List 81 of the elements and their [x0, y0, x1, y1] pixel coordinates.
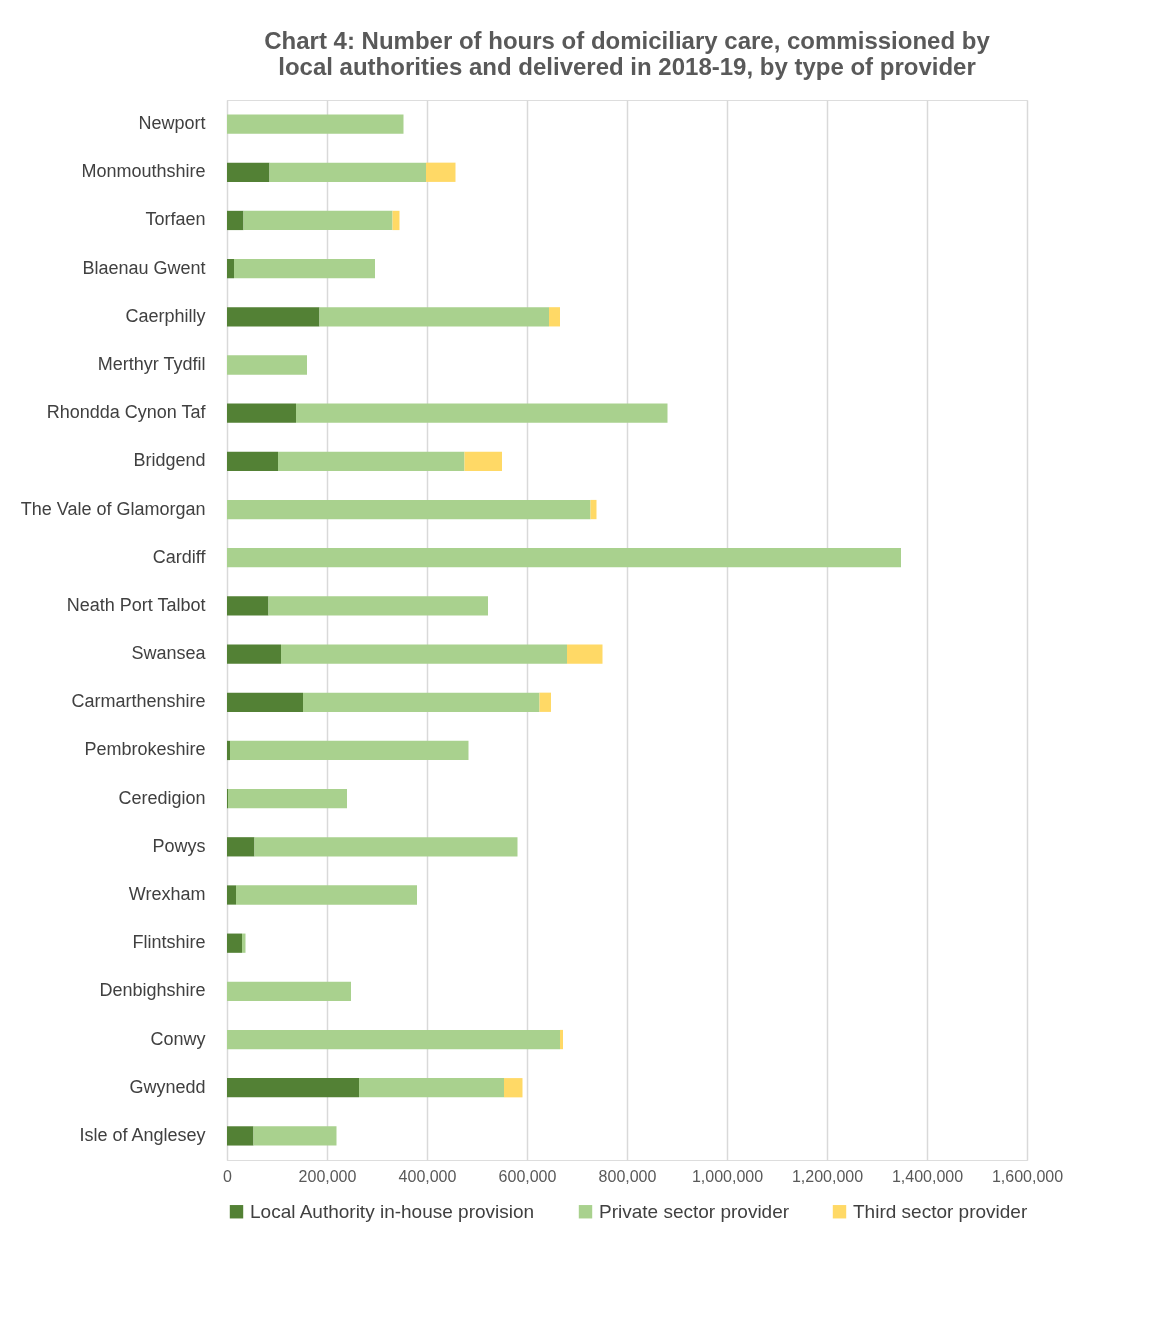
legend-label: Third sector provider: [853, 1200, 1028, 1222]
bar: [242, 933, 246, 953]
bar: [539, 692, 551, 712]
x-tick-label: 600,000: [498, 1167, 557, 1185]
bar: [504, 1078, 523, 1098]
chart-title: Chart 4: Number of hours of domiciliary care, commissioned by local authorities and delivered in 2018-19, by type of provider: [264, 27, 991, 80]
bar: [227, 644, 281, 664]
y-tick-label: Rhondda Cynon Taf: [46, 402, 207, 423]
y-tick-label: Carmarthenshire: [71, 691, 206, 712]
y-tick-label: Cardiff: [152, 546, 207, 567]
bar: [426, 162, 456, 182]
bar: [227, 403, 296, 423]
bar: [227, 114, 404, 134]
y-tick-label: Monmouthshire: [81, 161, 206, 182]
bar: [243, 210, 393, 231]
bar: [269, 162, 426, 182]
bar: [227, 692, 303, 712]
bar: [549, 307, 560, 327]
bar: [227, 259, 234, 279]
x-tick-label: 1,400,000: [891, 1167, 964, 1185]
y-tick-label: Gwynedd: [129, 1076, 206, 1097]
bar: [319, 307, 549, 327]
y-tick-label: Wrexham: [128, 884, 206, 904]
bar: [227, 162, 270, 182]
y-tick-label: Pembrokeshire: [84, 739, 206, 760]
x-tick-label: 400,000: [398, 1167, 457, 1185]
y-tick-label: Swansea: [131, 643, 207, 664]
bar: [236, 885, 417, 905]
y-tick-label: Conwy: [150, 1028, 206, 1049]
bar: [227, 451, 278, 471]
x-tick-label: 200,000: [298, 1167, 357, 1185]
x-tick-label: 800,000: [598, 1167, 657, 1185]
y-tick-label: The Vale of Glamorgan: [20, 498, 206, 519]
bar: [253, 1126, 337, 1146]
bar: [227, 307, 320, 327]
bar: [268, 596, 488, 616]
bar: [227, 933, 242, 953]
bar: [227, 1078, 359, 1098]
y-tick-label: Powys: [152, 835, 206, 856]
bar: [464, 451, 502, 471]
legend-label: Private sector provider: [599, 1200, 790, 1222]
bar: [227, 355, 307, 375]
y-tick-label: Blaenau Gwent: [82, 257, 206, 278]
y-tick-label: Neath Port Talbot: [66, 594, 206, 615]
bar: [392, 210, 400, 231]
bar: [560, 1029, 563, 1050]
bar: [227, 885, 236, 905]
x-tick-label: 0: [223, 1167, 233, 1185]
y-tick-label: Newport: [138, 113, 206, 134]
y-tick-label: Ceredigion: [118, 787, 206, 808]
bar: [296, 403, 668, 423]
bar: [227, 740, 230, 761]
y-tick-label: Flintshire: [132, 932, 206, 953]
bar: [227, 210, 244, 231]
y-tick-label: Isle of Anglesey: [79, 1124, 206, 1145]
bar: [227, 548, 901, 568]
bar: [303, 692, 540, 712]
bar: [230, 740, 469, 761]
y-tick-label: Denbighshire: [99, 980, 206, 1001]
bar: [227, 1126, 254, 1146]
legend-label: Local Authority in-house provision: [250, 1200, 535, 1222]
bar: [227, 499, 591, 520]
bar: [227, 837, 255, 857]
bar: [234, 259, 375, 279]
x-tick-label: 1,000,000: [691, 1167, 764, 1185]
bar: [228, 789, 347, 809]
bar: [227, 1029, 560, 1050]
bar: [278, 451, 465, 471]
y-tick-label: Bridgend: [133, 450, 206, 471]
y-tick-label: Torfaen: [145, 209, 206, 230]
bar: [567, 644, 603, 664]
bar: [590, 499, 597, 520]
x-tick-label: 1,200,000: [791, 1167, 864, 1185]
bar: [281, 644, 567, 664]
x-tick-label: 1,600,000: [991, 1167, 1064, 1185]
bar: [254, 837, 518, 857]
y-tick-label: Caerphilly: [125, 305, 206, 326]
bar: [227, 596, 269, 616]
bar: [227, 981, 351, 1001]
bar: [359, 1078, 504, 1098]
y-tick-label: Merthyr Tydfil: [97, 354, 206, 374]
